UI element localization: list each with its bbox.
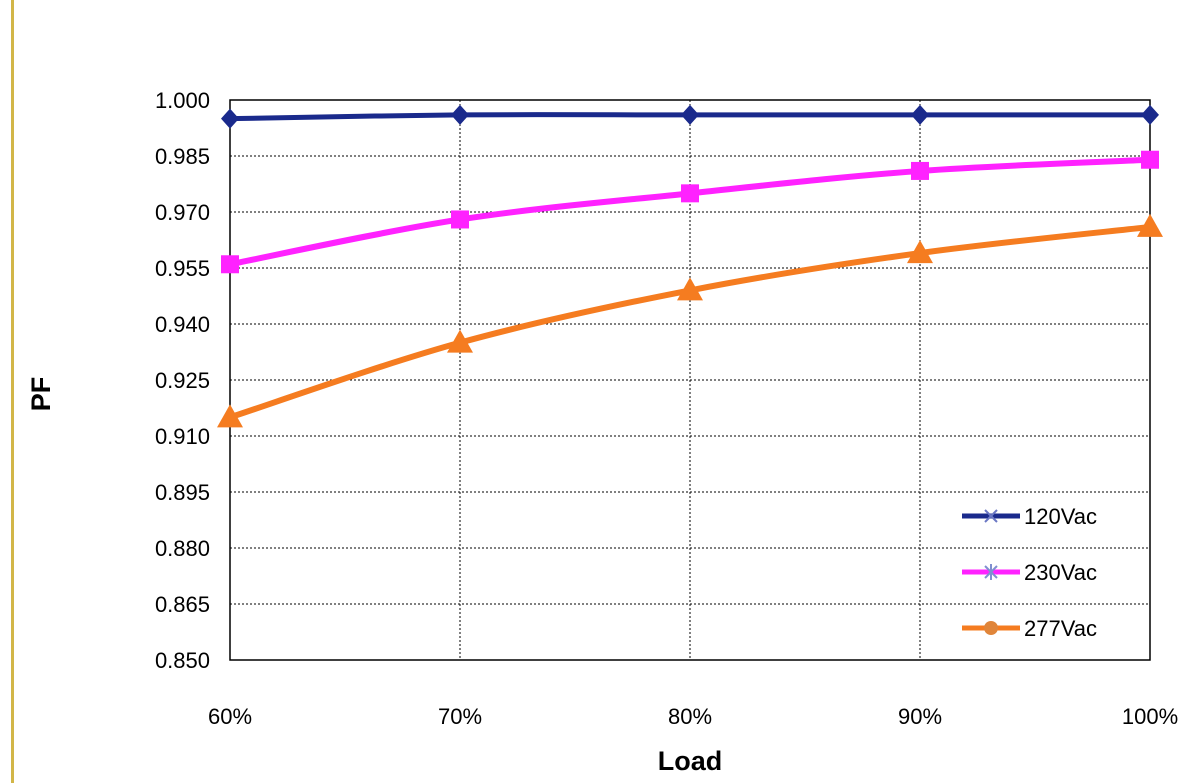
legend: 120Vac 230Vac 277Vac [962,504,1097,641]
y-tick-label: 0.970 [155,200,210,225]
y-tick-labels: 0.850 0.865 0.880 0.895 0.910 0.925 0.940 0.955… [155,88,210,673]
square-marker [911,161,929,180]
y-axis-title: PF [26,377,56,412]
y-tick-label: 0.880 [155,536,210,561]
x-tick-label: 80% [668,704,712,729]
triangle-marker [677,277,703,301]
diamond-marker [221,108,239,129]
x-tick-label: 70% [438,704,482,729]
legend-marker [984,509,998,523]
legend-label: 120Vac [1024,504,1097,529]
legend-item: 120Vac [962,504,1097,529]
diamond-marker [911,104,929,125]
x-tick-label: 100% [1122,704,1178,729]
y-tick-label: 0.895 [155,480,210,505]
x-axis-title: Load [658,746,723,776]
square-marker [221,255,239,274]
triangle-marker [447,329,473,353]
x-tick-labels: 60% 70% 80% 90% 100% [208,704,1178,729]
triangle-marker [217,404,243,428]
triangle-marker [1137,213,1163,237]
y-tick-label: 0.955 [155,256,210,281]
diamond-marker [1141,104,1159,125]
legend-marker [984,564,998,580]
square-marker [681,184,699,203]
legend-label: 277Vac [1024,616,1097,641]
legend-marker [984,621,998,635]
legend-label: 230Vac [1024,560,1097,585]
x-tick-label: 90% [898,704,942,729]
y-tick-label: 0.910 [155,424,210,449]
data-series [217,104,1163,428]
series-230Vac [221,150,1159,274]
triangle-marker [907,240,933,264]
x-tick-label: 60% [208,704,252,729]
gridlines [230,100,1150,660]
diamond-marker [451,104,469,125]
series-277Vac [217,213,1163,428]
square-marker [451,210,469,229]
y-tick-label: 0.985 [155,144,210,169]
series-120Vac [221,104,1159,129]
y-tick-label: 0.925 [155,368,210,393]
y-tick-label: 1.000 [155,88,210,113]
square-marker [1141,150,1159,169]
y-tick-label: 0.865 [155,592,210,617]
page-border-line [11,0,14,783]
legend-item: 230Vac [962,560,1097,585]
y-tick-label: 0.850 [155,648,210,673]
y-tick-label: 0.940 [155,312,210,337]
legend-item: 277Vac [962,616,1097,641]
diamond-marker [681,104,699,125]
